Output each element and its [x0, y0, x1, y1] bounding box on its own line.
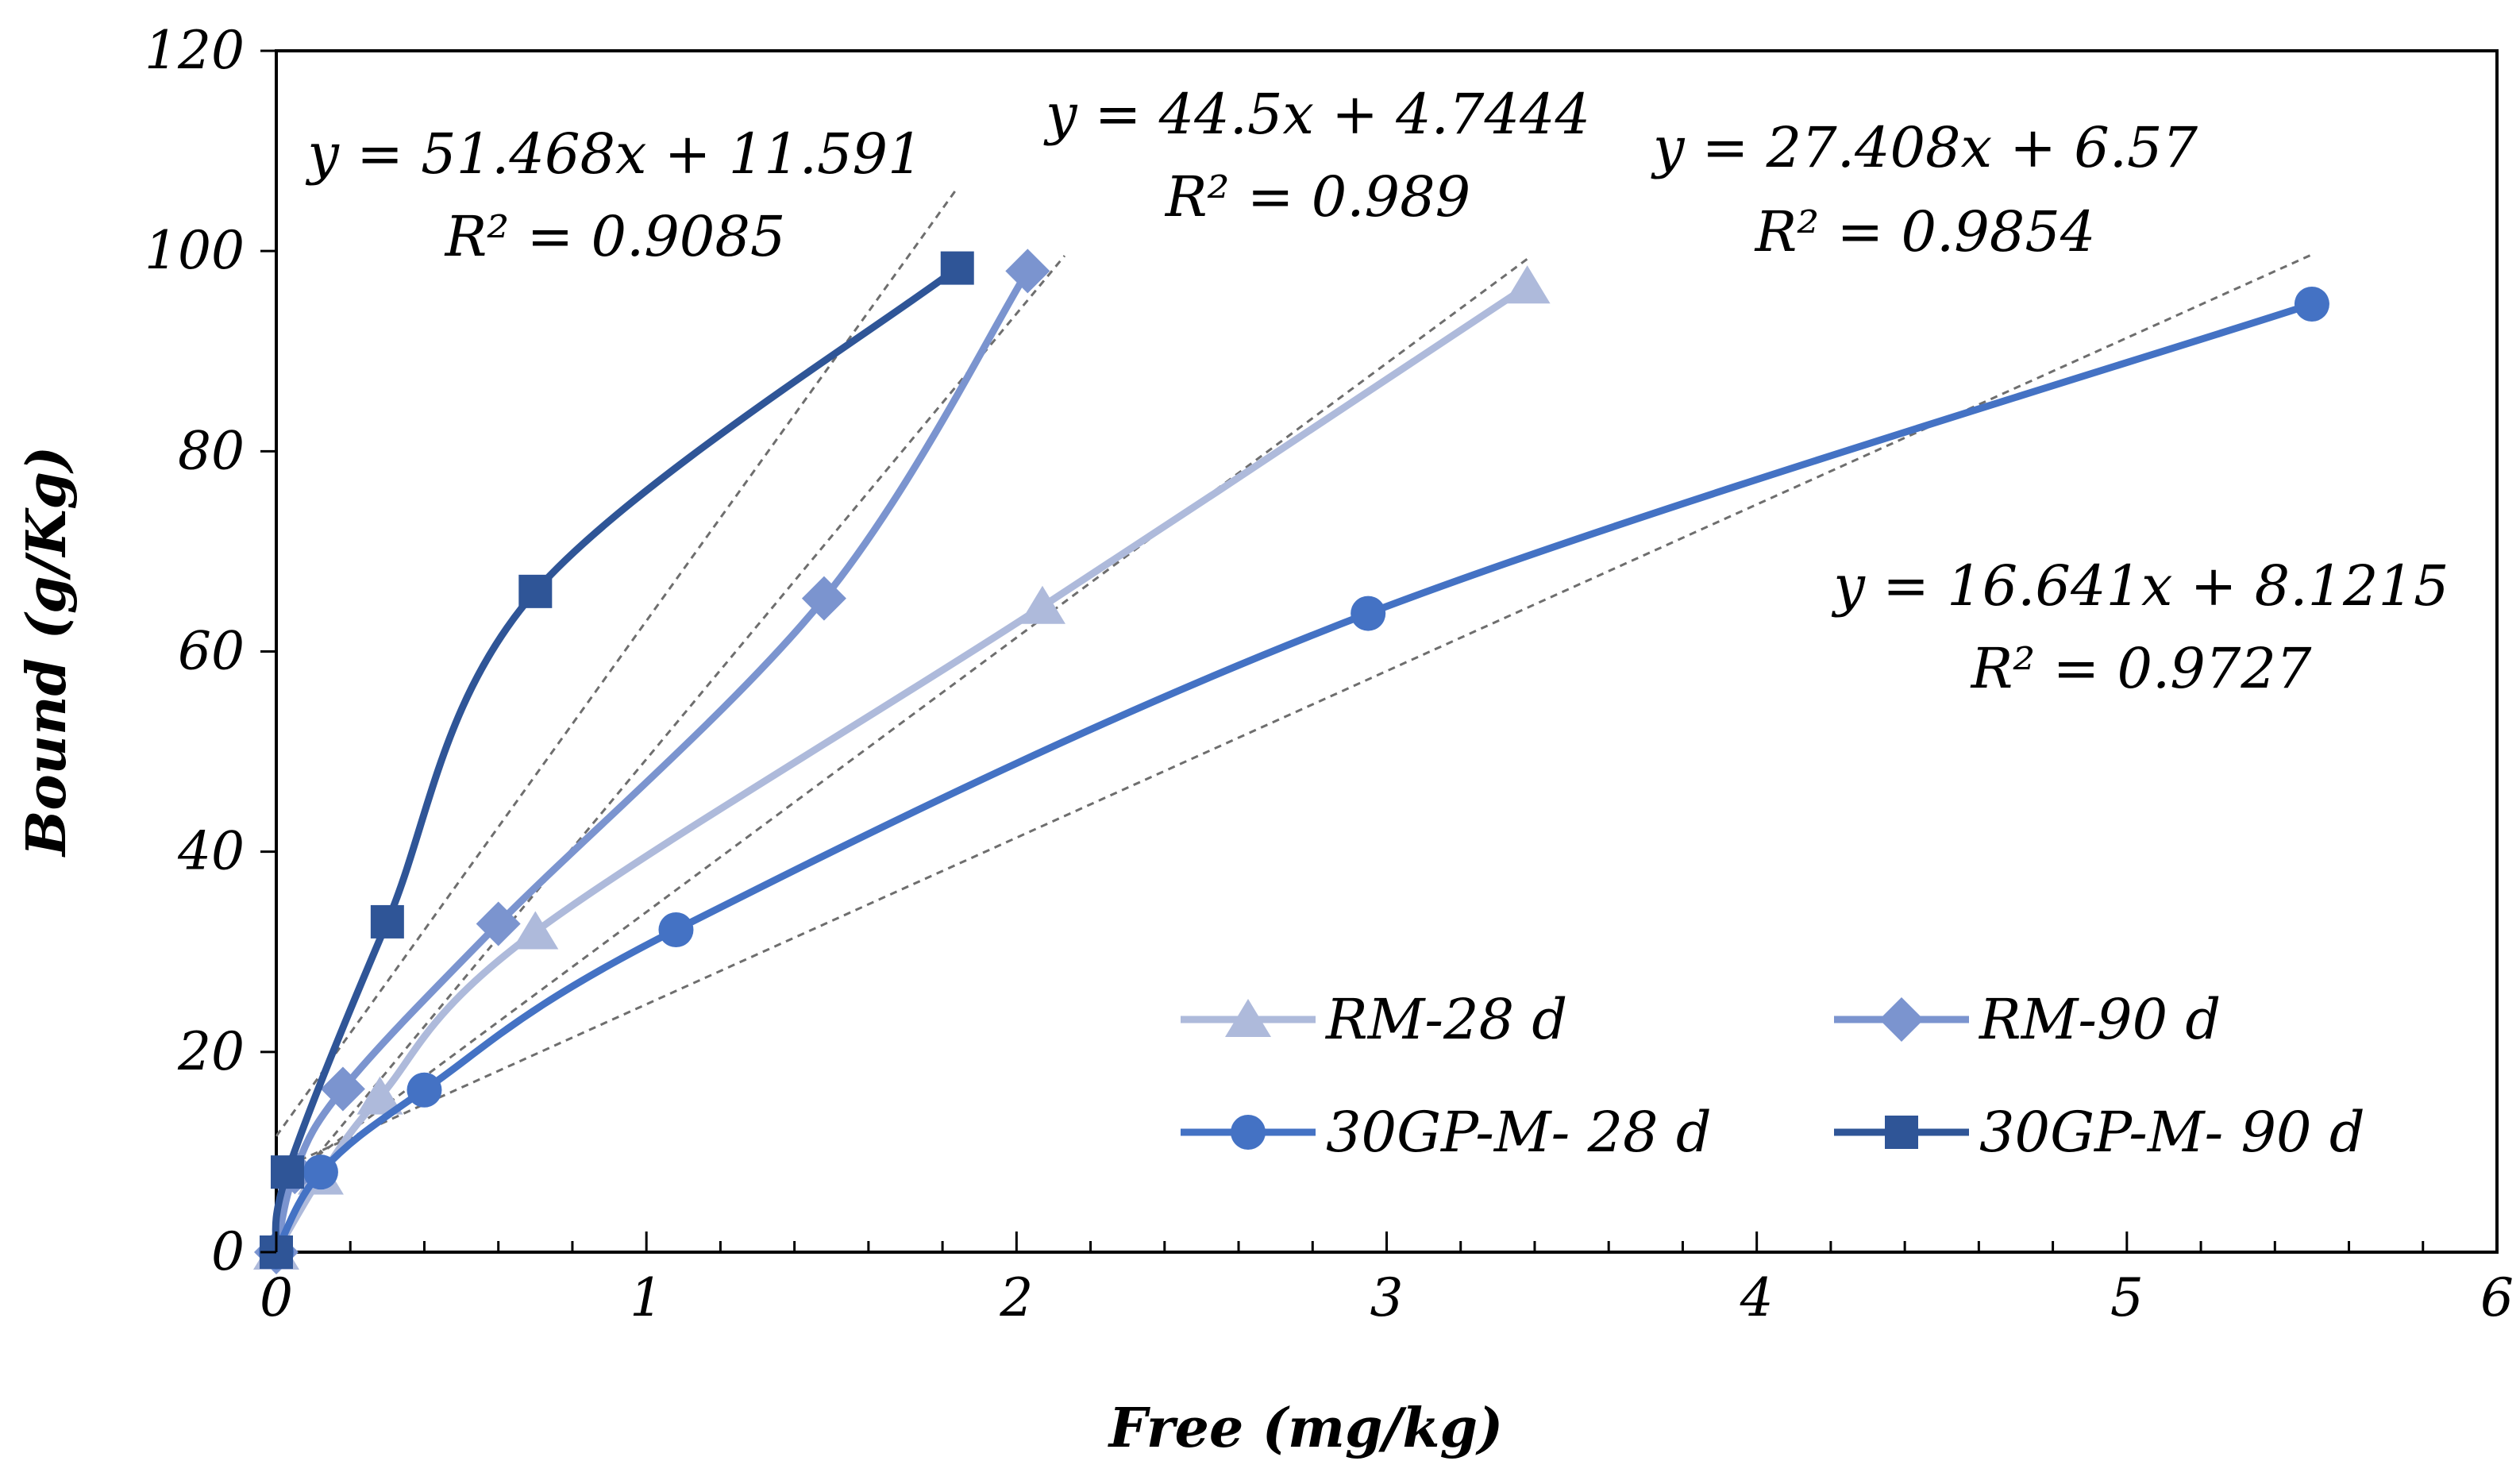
data-point[interactable] [1019, 585, 1065, 624]
equation-28d-gp: y = 16.641x + 8.1215 R² = 0.9727 [1831, 553, 2449, 701]
series [253, 249, 2329, 1274]
data-point[interactable] [320, 1066, 365, 1112]
data-point[interactable] [2294, 286, 2329, 322]
data-point[interactable] [476, 901, 521, 946]
data-point[interactable] [370, 904, 404, 939]
r2-text: R² = 0.9854 [1754, 199, 2096, 264]
x-axis-title: Free (mg/kg) [1108, 1397, 1503, 1460]
legend-item-gp-90d[interactable]: 30GP-M- 90 d [1834, 1100, 2365, 1165]
y-tick-label: 40 [177, 821, 245, 882]
x-tick-label: 1 [630, 1267, 663, 1328]
legend-item-gp-28d[interactable]: 30GP-M- 28 d [1181, 1100, 1712, 1165]
data-point[interactable] [270, 1155, 304, 1189]
data-point[interactable] [512, 911, 559, 950]
r2-text: R² = 0.9085 [444, 204, 786, 269]
data-point[interactable] [940, 251, 974, 285]
series-line [272, 300, 2316, 1256]
y-tick-label: 60 [178, 621, 245, 682]
x-tick-label: 5 [2110, 1267, 2144, 1328]
data-point[interactable] [801, 576, 846, 621]
data-point[interactable] [356, 1076, 403, 1115]
data-point[interactable] [518, 574, 553, 608]
series-30gp-m-90-d [260, 251, 974, 1269]
legend-label: RM-90 d [1978, 987, 2221, 1052]
x-tick-label: 2 [999, 1267, 1033, 1328]
data-point[interactable] [302, 1154, 338, 1190]
r2-text: R² = 0.989 [1164, 164, 1470, 229]
data-point[interactable] [658, 912, 694, 948]
trendline [275, 187, 958, 1137]
r2-text: R² = 0.9727 [1970, 636, 2312, 701]
equation-90d-gp: y = 51.468x + 11.591 R² = 0.9085 [305, 121, 923, 269]
legend-label: 30GP-M- 28 d [1326, 1100, 1712, 1165]
plot-area-frame [275, 49, 2499, 1254]
x-tick-label: 4 [1740, 1267, 1774, 1328]
equation-28d-rm: y = 27.408x + 6.57 R² = 0.9854 [1651, 115, 2198, 264]
legend: RM-28 d RM-90 d 30GP-M- 28 d 30GP-M- 90 … [1181, 987, 2365, 1165]
square-icon [1885, 1116, 1918, 1149]
y-tick-label: 0 [211, 1221, 245, 1282]
equation-text: y = 44.5x + 4.7444 [1043, 82, 1590, 147]
x-tick-label: 3 [1370, 1267, 1404, 1328]
legend-label: RM-28 d [1324, 987, 1567, 1052]
data-point[interactable] [1005, 249, 1050, 294]
x-tick-label: 0 [260, 1267, 293, 1328]
legend-item-rm-28d[interactable]: RM-28 d [1181, 987, 1567, 1052]
trendline [276, 257, 1528, 1188]
diamond-icon [1879, 997, 1924, 1042]
equation-text: y = 51.468x + 11.591 [305, 121, 923, 187]
y-tick-label: 120 [144, 20, 245, 81]
legend-item-rm-90d[interactable]: RM-90 d [1834, 987, 2221, 1052]
y-tick-label: 80 [178, 420, 245, 481]
y-axis-title: Bound (g/Kg) [15, 446, 79, 858]
y-tick-label: 100 [144, 220, 245, 281]
legend-label: 30GP-M- 90 d [1979, 1100, 2365, 1165]
data-point[interactable] [407, 1072, 442, 1108]
equation-90d-rm: y = 44.5x + 4.7444 R² = 0.989 [1043, 82, 1590, 229]
data-point[interactable] [1351, 596, 1386, 631]
circle-icon [1231, 1115, 1266, 1150]
equation-text: y = 16.641x + 8.1215 [1831, 553, 2449, 619]
data-point[interactable] [1504, 265, 1551, 304]
triangle-icon [1225, 999, 1271, 1037]
x-tick-label: 6 [2480, 1267, 2514, 1328]
equation-text: y = 27.408x + 6.57 [1651, 115, 2198, 180]
trendline [275, 255, 1066, 1206]
y-tick-label: 20 [177, 1021, 245, 1082]
